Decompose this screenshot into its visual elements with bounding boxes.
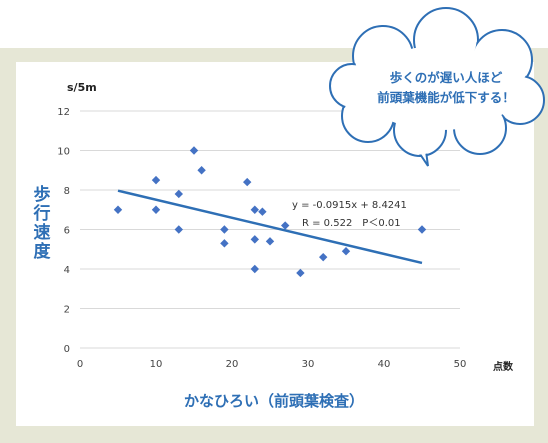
data-point <box>258 207 267 216</box>
data-point <box>341 247 351 256</box>
x-tick-label: 40 <box>378 359 391 370</box>
data-point <box>296 268 305 278</box>
y-tick-label: 12 <box>57 107 70 118</box>
callout-line-1: 歩くのが遅い人ほど <box>389 70 503 85</box>
x-tick-label: 20 <box>226 359 239 370</box>
data-point <box>151 205 161 214</box>
y-axis-title: 歩行速度 <box>33 185 51 262</box>
data-point <box>250 235 259 244</box>
data-point <box>250 205 259 214</box>
data-point <box>174 189 183 199</box>
data-point <box>197 166 206 175</box>
x-tick-label: 50 <box>454 359 467 370</box>
x-tick-label: 30 <box>302 359 315 370</box>
x-axis-unit: 点数 <box>493 362 513 373</box>
y-tick-label: 6 <box>64 226 70 237</box>
data-point <box>281 221 290 230</box>
regression-stats: R = 0.522 P＜0.01 <box>302 218 401 229</box>
y-tick-label: 4 <box>64 265 70 276</box>
data-point <box>250 264 259 274</box>
data-point <box>417 225 427 234</box>
data-point <box>265 237 275 246</box>
data-point <box>243 177 252 187</box>
x-tick-label: 10 <box>150 359 163 370</box>
data-point <box>151 175 161 185</box>
y-tick-label: 10 <box>57 147 70 158</box>
regression-equation: y = -0.0915x + 8.4241 <box>292 200 407 211</box>
x-tick-labels: 0 10 20 30 40 50 <box>77 359 467 370</box>
y-tick-label: 2 <box>64 305 70 316</box>
data-point <box>220 239 229 248</box>
callout-line-2: 前頭葉機能が低下する！ <box>377 90 515 105</box>
data-point <box>113 205 123 214</box>
data-point <box>189 146 199 155</box>
data-point <box>220 225 229 234</box>
y-axis-unit: s/5m <box>67 81 97 94</box>
data-point <box>319 252 328 262</box>
data-points <box>113 146 427 278</box>
callout-cloud <box>329 7 545 167</box>
data-point <box>174 225 183 234</box>
x-axis-title: かなひろい（前頭葉検査） <box>183 392 364 410</box>
trend-line <box>117 189 423 265</box>
y-tick-labels: 0 2 4 6 8 10 12 <box>57 107 70 355</box>
y-tick-label: 8 <box>64 186 70 197</box>
y-tick-label: 0 <box>64 344 70 355</box>
x-tick-label: 0 <box>77 359 83 370</box>
